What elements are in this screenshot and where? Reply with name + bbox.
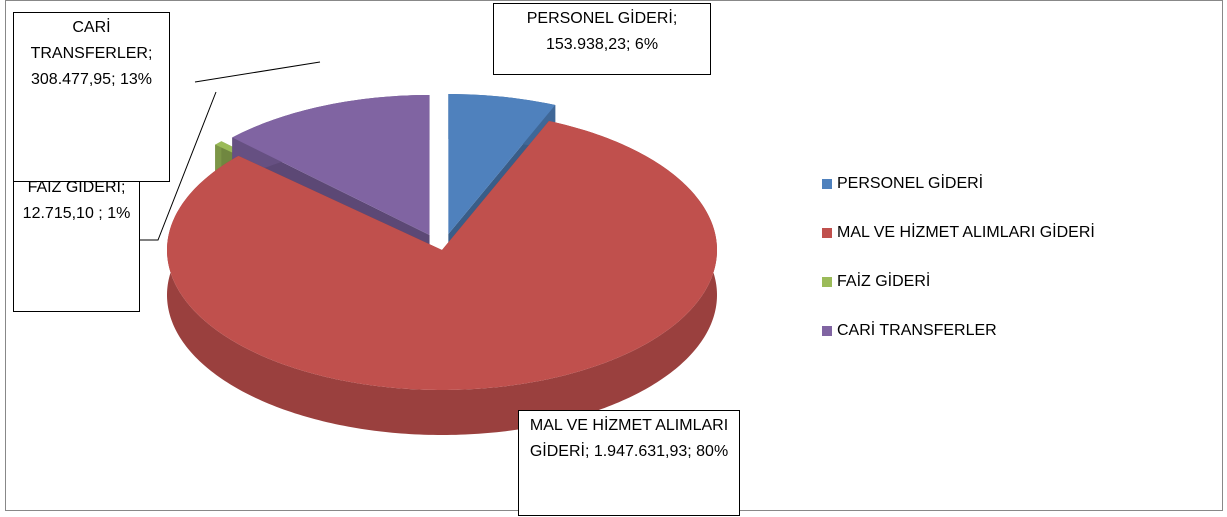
data-label: PERSONEL GİDERİ; 153.938,23; 6% — [493, 3, 711, 75]
data-label: MAL VE HİZMET ALIMLARI GİDERİ; 1.947.631… — [518, 410, 740, 516]
slice — [448, 94, 556, 235]
slice — [167, 121, 717, 390]
leader-line — [194, 61, 321, 83]
leader-line — [140, 91, 217, 241]
legend-item: CARİ TRANSFERLER — [822, 322, 997, 340]
legend-swatch — [822, 179, 832, 189]
legend-item: MAL VE HİZMET ALIMLARI GİDERİ — [822, 224, 1095, 242]
legend-label: CARİ TRANSFERLER — [837, 322, 997, 339]
slice — [232, 94, 430, 235]
legend-item: FAİZ GİDERİ — [822, 273, 930, 291]
legend-swatch — [822, 277, 832, 287]
legend-label: FAİZ GİDERİ — [837, 273, 931, 290]
legend-label: PERSONEL GİDERİ — [837, 175, 984, 192]
legend-swatch — [822, 228, 832, 238]
data-label: CARİ TRANSFERLER; 308.477,95; 13% — [13, 12, 170, 182]
data-label: FAİZ GİDERİ; 12.715,10 ; 1% — [13, 172, 140, 312]
legend-swatch — [822, 326, 832, 336]
legend-item: PERSONEL GİDERİ — [822, 175, 983, 193]
legend-label: MAL VE HİZMET ALIMLARI GİDERİ — [837, 224, 1095, 241]
